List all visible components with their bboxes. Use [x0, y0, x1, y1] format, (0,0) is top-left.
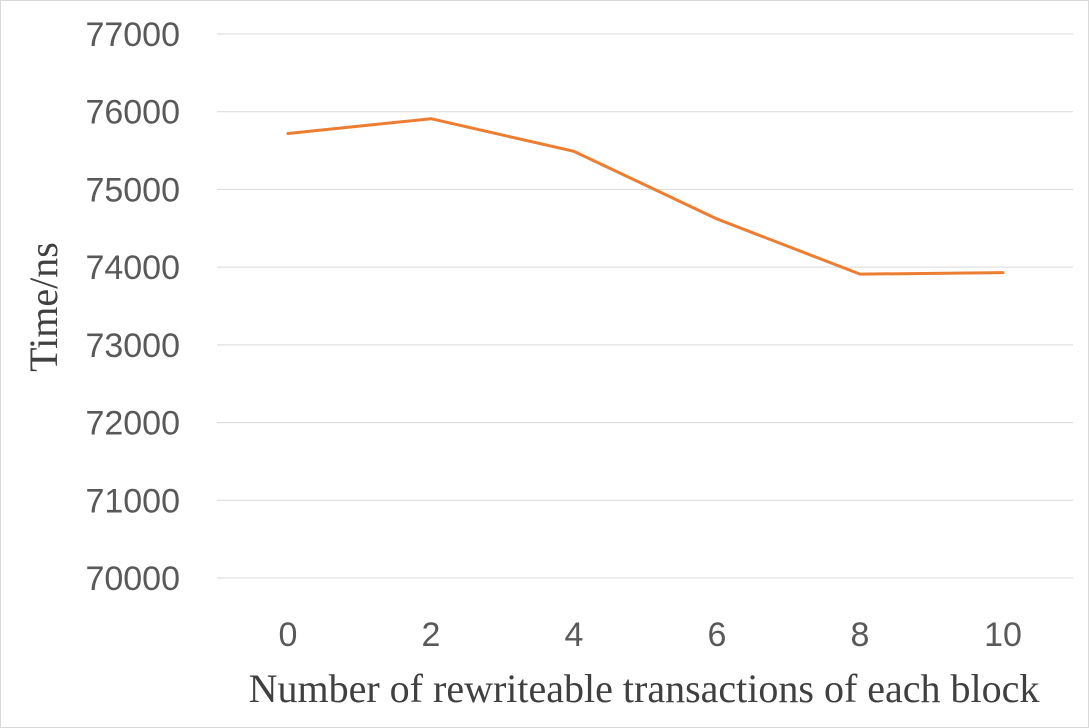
y-tick-label: 76000: [85, 94, 180, 132]
y-tick-label: 75000: [85, 171, 180, 209]
y-tick-label: 72000: [85, 405, 180, 443]
y-axis-title: Time/ns: [21, 242, 66, 372]
series-line-0: [286, 117, 1005, 276]
y-tick-label: 73000: [85, 327, 180, 365]
x-axis-title: Number of rewriteable transactions of ea…: [249, 666, 1040, 711]
y-tick-label: 74000: [85, 249, 180, 287]
x-tick-label: 6: [708, 616, 727, 654]
x-tick-label: 2: [422, 616, 441, 654]
x-tick-label: 8: [851, 616, 870, 654]
x-tick-label: 0: [279, 616, 298, 654]
x-tick-labels: 0 2 4 6 8 10: [279, 616, 1022, 654]
y-tick-label: 71000: [85, 482, 180, 520]
x-tick-label: 4: [565, 616, 584, 654]
series-lines: [286, 117, 1005, 276]
x-tick-label: 10: [984, 616, 1022, 654]
gridlines: [217, 33, 1073, 579]
y-tick-labels: 70000 71000 72000 73000 74000 75000 76000 77000: [85, 16, 180, 598]
y-tick-label: 70000: [85, 560, 180, 598]
y-tick-label: 77000: [85, 16, 180, 54]
